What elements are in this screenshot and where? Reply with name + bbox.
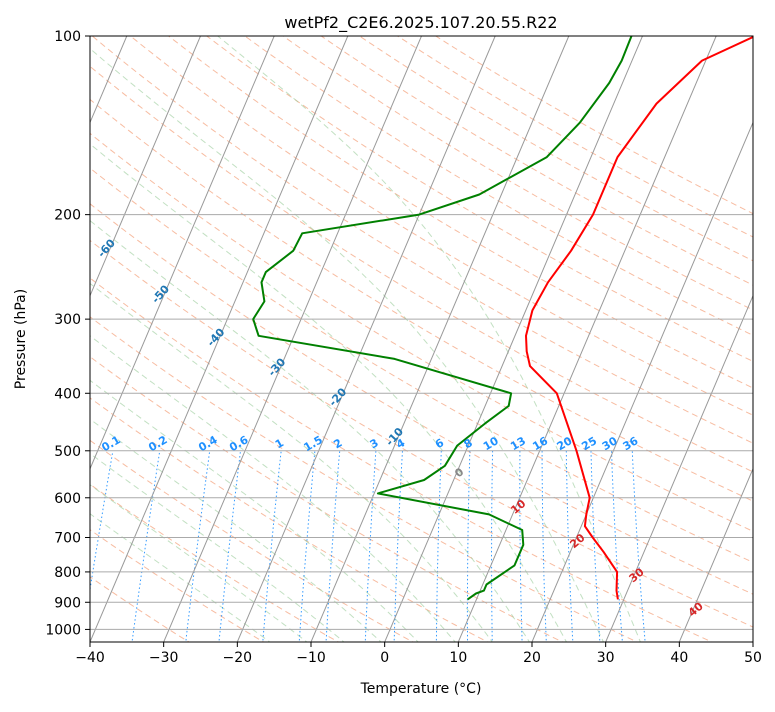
x-axis-label: Temperature (°C) bbox=[360, 681, 482, 697]
y-tick-label: 1000 bbox=[45, 622, 81, 638]
y-tick-label: 300 bbox=[54, 312, 81, 328]
y-tick-label: 600 bbox=[54, 491, 81, 507]
chart-title: wetPf2_C2E6.2025.107.20.55.R22 bbox=[284, 13, 557, 33]
x-tick-label: −20 bbox=[223, 650, 253, 666]
x-tick-label: −30 bbox=[149, 650, 179, 666]
y-tick-label: 700 bbox=[54, 531, 81, 547]
y-tick-label: 900 bbox=[54, 595, 81, 611]
y-tick-label: 100 bbox=[54, 29, 81, 45]
y-tick-label: 200 bbox=[54, 208, 81, 224]
x-tick-label: −10 bbox=[296, 650, 326, 666]
x-tick-label: 10 bbox=[449, 650, 467, 666]
x-tick-label: 50 bbox=[744, 650, 762, 666]
y-tick-label: 500 bbox=[54, 444, 81, 460]
x-tick-label: 40 bbox=[670, 650, 688, 666]
x-tick-label: 0 bbox=[380, 650, 389, 666]
x-tick-label: −40 bbox=[75, 650, 105, 666]
y-tick-label: 400 bbox=[54, 386, 81, 402]
y-tick-label: 800 bbox=[54, 565, 81, 581]
x-tick-label: 30 bbox=[597, 650, 615, 666]
y-axis-label: Pressure (hPa) bbox=[13, 289, 29, 389]
x-tick-label: 20 bbox=[523, 650, 541, 666]
